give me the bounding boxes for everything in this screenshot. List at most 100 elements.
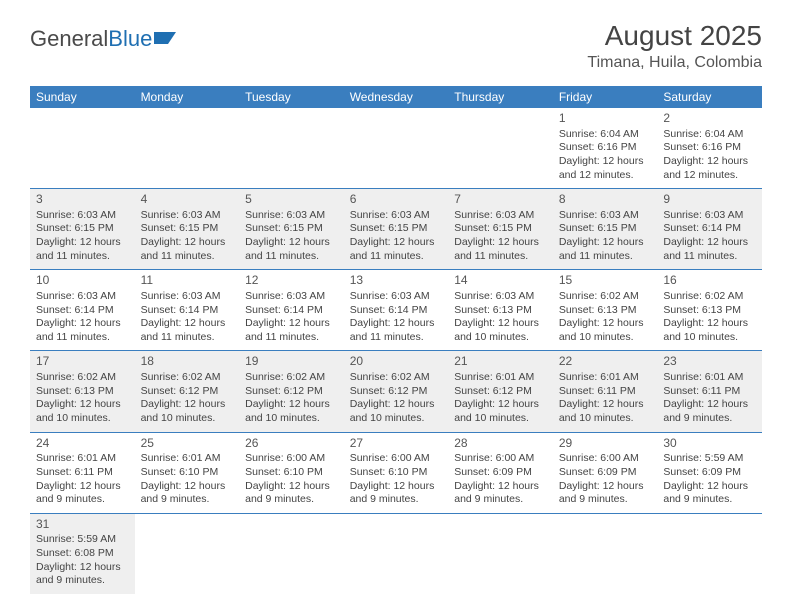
sunset-line: Sunset: 6:14 PM xyxy=(141,304,234,318)
calendar-table: SundayMondayTuesdayWednesdayThursdayFrid… xyxy=(30,86,762,594)
sunrise-line: Sunrise: 6:01 AM xyxy=(36,452,129,466)
day-cell: 28Sunrise: 6:00 AMSunset: 6:09 PMDayligh… xyxy=(448,432,553,513)
day-header-row: SundayMondayTuesdayWednesdayThursdayFrid… xyxy=(30,86,762,108)
day-number: 20 xyxy=(350,354,443,370)
day-cell: 1Sunrise: 6:04 AMSunset: 6:16 PMDaylight… xyxy=(553,108,658,189)
day-cell xyxy=(135,108,240,189)
daylight-line: Daylight: 12 hours and 9 minutes. xyxy=(36,480,129,507)
day-cell: 29Sunrise: 6:00 AMSunset: 6:09 PMDayligh… xyxy=(553,432,658,513)
logo-text-blue: Blue xyxy=(108,26,152,52)
daylight-line: Daylight: 12 hours and 11 minutes. xyxy=(245,317,338,344)
day-number: 2 xyxy=(663,111,756,127)
day-cell: 4Sunrise: 6:03 AMSunset: 6:15 PMDaylight… xyxy=(135,189,240,270)
day-number: 25 xyxy=(141,436,234,452)
sunset-line: Sunset: 6:12 PM xyxy=(350,385,443,399)
day-header: Tuesday xyxy=(239,86,344,108)
sunrise-line: Sunrise: 6:03 AM xyxy=(141,209,234,223)
sunrise-line: Sunrise: 6:02 AM xyxy=(559,290,652,304)
sunrise-line: Sunrise: 6:01 AM xyxy=(454,371,547,385)
sunrise-line: Sunrise: 6:00 AM xyxy=(245,452,338,466)
daylight-line: Daylight: 12 hours and 10 minutes. xyxy=(559,317,652,344)
day-number: 19 xyxy=(245,354,338,370)
day-number: 28 xyxy=(454,436,547,452)
daylight-line: Daylight: 12 hours and 9 minutes. xyxy=(663,480,756,507)
sunrise-line: Sunrise: 6:03 AM xyxy=(141,290,234,304)
day-cell xyxy=(135,513,240,594)
logo: GeneralBlue xyxy=(30,26,178,52)
day-number: 30 xyxy=(663,436,756,452)
daylight-line: Daylight: 12 hours and 9 minutes. xyxy=(663,398,756,425)
sunrise-line: Sunrise: 6:03 AM xyxy=(36,290,129,304)
day-number: 7 xyxy=(454,192,547,208)
day-cell xyxy=(448,513,553,594)
sunset-line: Sunset: 6:14 PM xyxy=(245,304,338,318)
sunrise-line: Sunrise: 5:59 AM xyxy=(663,452,756,466)
week-row: 10Sunrise: 6:03 AMSunset: 6:14 PMDayligh… xyxy=(30,270,762,351)
sunset-line: Sunset: 6:13 PM xyxy=(663,304,756,318)
daylight-line: Daylight: 12 hours and 9 minutes. xyxy=(141,480,234,507)
day-cell: 7Sunrise: 6:03 AMSunset: 6:15 PMDaylight… xyxy=(448,189,553,270)
day-cell: 26Sunrise: 6:00 AMSunset: 6:10 PMDayligh… xyxy=(239,432,344,513)
sunset-line: Sunset: 6:09 PM xyxy=(454,466,547,480)
day-number: 22 xyxy=(559,354,652,370)
day-number: 1 xyxy=(559,111,652,127)
day-cell: 27Sunrise: 6:00 AMSunset: 6:10 PMDayligh… xyxy=(344,432,449,513)
location: Timana, Huila, Colombia xyxy=(587,54,762,72)
daylight-line: Daylight: 12 hours and 9 minutes. xyxy=(454,480,547,507)
daylight-line: Daylight: 12 hours and 10 minutes. xyxy=(454,398,547,425)
sunrise-line: Sunrise: 6:03 AM xyxy=(245,290,338,304)
sunrise-line: Sunrise: 6:01 AM xyxy=(559,371,652,385)
sunset-line: Sunset: 6:14 PM xyxy=(663,222,756,236)
daylight-line: Daylight: 12 hours and 11 minutes. xyxy=(350,317,443,344)
day-number: 4 xyxy=(141,192,234,208)
daylight-line: Daylight: 12 hours and 10 minutes. xyxy=(141,398,234,425)
day-cell: 18Sunrise: 6:02 AMSunset: 6:12 PMDayligh… xyxy=(135,351,240,432)
day-number: 18 xyxy=(141,354,234,370)
day-number: 17 xyxy=(36,354,129,370)
day-cell xyxy=(344,108,449,189)
sunrise-line: Sunrise: 6:01 AM xyxy=(141,452,234,466)
sunset-line: Sunset: 6:08 PM xyxy=(36,547,129,561)
day-cell: 19Sunrise: 6:02 AMSunset: 6:12 PMDayligh… xyxy=(239,351,344,432)
sunset-line: Sunset: 6:13 PM xyxy=(454,304,547,318)
daylight-line: Daylight: 12 hours and 11 minutes. xyxy=(36,236,129,263)
daylight-line: Daylight: 12 hours and 10 minutes. xyxy=(454,317,547,344)
day-cell: 9Sunrise: 6:03 AMSunset: 6:14 PMDaylight… xyxy=(657,189,762,270)
sunrise-line: Sunrise: 6:04 AM xyxy=(559,128,652,142)
day-number: 8 xyxy=(559,192,652,208)
daylight-line: Daylight: 12 hours and 11 minutes. xyxy=(245,236,338,263)
month-title: August 2025 xyxy=(587,20,762,52)
sunset-line: Sunset: 6:12 PM xyxy=(454,385,547,399)
day-number: 5 xyxy=(245,192,338,208)
calendar-body: 1Sunrise: 6:04 AMSunset: 6:16 PMDaylight… xyxy=(30,108,762,594)
day-number: 11 xyxy=(141,273,234,289)
sunrise-line: Sunrise: 6:00 AM xyxy=(454,452,547,466)
day-header: Monday xyxy=(135,86,240,108)
day-cell xyxy=(448,108,553,189)
day-cell: 15Sunrise: 6:02 AMSunset: 6:13 PMDayligh… xyxy=(553,270,658,351)
daylight-line: Daylight: 12 hours and 11 minutes. xyxy=(350,236,443,263)
sunrise-line: Sunrise: 6:01 AM xyxy=(663,371,756,385)
daylight-line: Daylight: 12 hours and 9 minutes. xyxy=(350,480,443,507)
daylight-line: Daylight: 12 hours and 10 minutes. xyxy=(350,398,443,425)
week-row: 3Sunrise: 6:03 AMSunset: 6:15 PMDaylight… xyxy=(30,189,762,270)
daylight-line: Daylight: 12 hours and 11 minutes. xyxy=(141,317,234,344)
daylight-line: Daylight: 12 hours and 9 minutes. xyxy=(36,561,129,588)
daylight-line: Daylight: 12 hours and 11 minutes. xyxy=(559,236,652,263)
daylight-line: Daylight: 12 hours and 11 minutes. xyxy=(141,236,234,263)
day-header: Thursday xyxy=(448,86,553,108)
sunset-line: Sunset: 6:10 PM xyxy=(245,466,338,480)
day-cell: 11Sunrise: 6:03 AMSunset: 6:14 PMDayligh… xyxy=(135,270,240,351)
sunset-line: Sunset: 6:16 PM xyxy=(559,141,652,155)
day-cell: 24Sunrise: 6:01 AMSunset: 6:11 PMDayligh… xyxy=(30,432,135,513)
day-cell: 20Sunrise: 6:02 AMSunset: 6:12 PMDayligh… xyxy=(344,351,449,432)
sunset-line: Sunset: 6:15 PM xyxy=(350,222,443,236)
flag-icon xyxy=(154,26,178,52)
sunrise-line: Sunrise: 6:00 AM xyxy=(559,452,652,466)
sunset-line: Sunset: 6:14 PM xyxy=(36,304,129,318)
daylight-line: Daylight: 12 hours and 12 minutes. xyxy=(559,155,652,182)
day-number: 12 xyxy=(245,273,338,289)
sunset-line: Sunset: 6:10 PM xyxy=(141,466,234,480)
sunrise-line: Sunrise: 6:02 AM xyxy=(350,371,443,385)
day-cell: 22Sunrise: 6:01 AMSunset: 6:11 PMDayligh… xyxy=(553,351,658,432)
